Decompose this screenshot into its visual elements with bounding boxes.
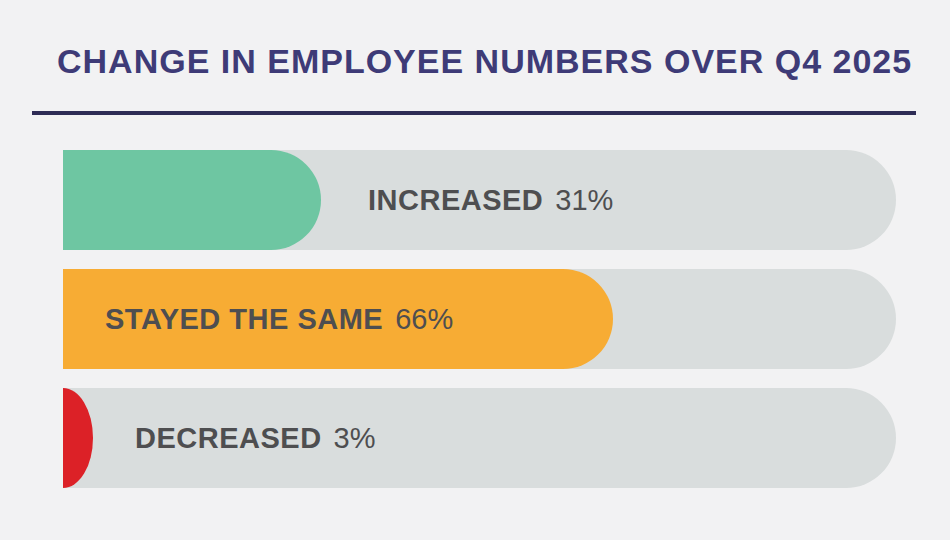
bar-label-increased: INCREASED 31% bbox=[368, 150, 613, 250]
bar-value-label: 31% bbox=[555, 184, 613, 217]
title-divider bbox=[32, 111, 916, 115]
bar-category-label: STAYED THE SAME bbox=[105, 303, 383, 336]
bar-label-decreased: DECREASED 3% bbox=[135, 388, 376, 488]
bar-track-increased: INCREASED 31% bbox=[63, 150, 896, 250]
bar-fill-increased bbox=[63, 150, 321, 250]
bar-category-label: DECREASED bbox=[135, 422, 322, 455]
bar-value-label: 3% bbox=[334, 422, 376, 455]
page-title: CHANGE IN EMPLOYEE NUMBERS OVER Q4 2025 bbox=[57, 42, 912, 81]
bar-chart: INCREASED 31% STAYED THE SAME 66% DECREA… bbox=[63, 150, 896, 507]
bar-value-label: 66% bbox=[395, 303, 453, 336]
bar-track-stayed-the-same: STAYED THE SAME 66% bbox=[63, 269, 896, 369]
infographic-page: CHANGE IN EMPLOYEE NUMBERS OVER Q4 2025 … bbox=[0, 0, 950, 540]
bar-fill-decreased bbox=[63, 388, 93, 488]
bar-label-stayed-the-same: STAYED THE SAME 66% bbox=[105, 269, 453, 369]
bar-category-label: INCREASED bbox=[368, 184, 543, 217]
bar-track-decreased: DECREASED 3% bbox=[63, 388, 896, 488]
